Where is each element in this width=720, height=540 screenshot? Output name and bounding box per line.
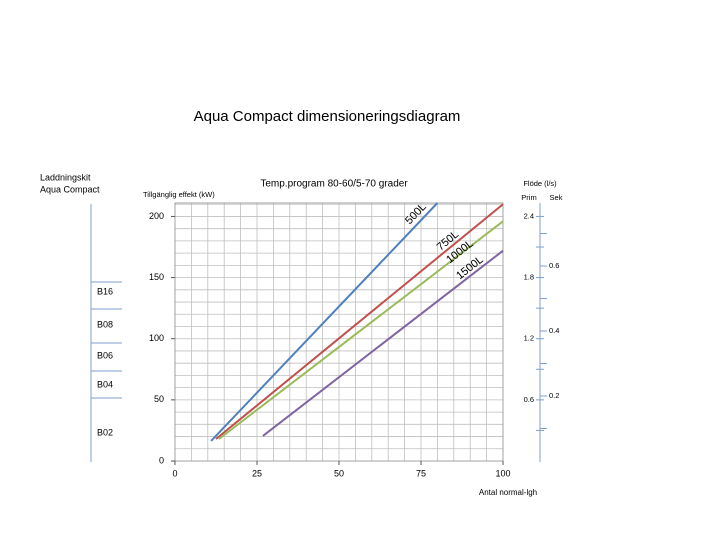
data-line [262,249,504,437]
chart-title: Aqua Compact dimensioneringsdiagram [194,108,461,125]
prim-tick-label: 0.6 [524,395,534,404]
y-tick-label: 100 [149,333,164,343]
sek-tick-label: 0.4 [549,326,559,335]
x-tick-label: 25 [252,468,262,478]
y-tick-label: 150 [149,272,164,282]
y-axis-label: Tillgänglig effekt (kW) [143,190,215,199]
prim-label: Prim [521,193,536,202]
x-tick-label: 75 [416,468,426,478]
data-line [215,203,504,440]
sek-tick-label: 0.6 [549,261,559,270]
y-tick-label: 0 [159,455,164,465]
chart-subtitle: Temp.program 80-60/5-70 grader [260,179,408,190]
data-line [218,220,504,440]
y-tick-label: 50 [154,394,164,404]
x-tick-label: 100 [495,468,510,478]
y-tick-label: 200 [149,211,164,221]
flow-axis-title: Flöde (l/s) [523,179,557,188]
sek-label: Sek [550,193,563,202]
data-line [210,202,439,442]
kit-title: Laddningskit [40,172,91,182]
kit-label: B06 [97,350,113,360]
prim-tick-label: 1.2 [524,334,534,343]
prim-tick-label: 2.4 [524,211,534,220]
x-tick-label: 50 [334,468,344,478]
kit-label: B08 [97,319,113,329]
kit-label: B16 [97,286,113,296]
x-axis-label: Antal normal-lgh [479,488,537,497]
x-tick-label: 0 [172,468,177,478]
sek-tick-label: 0.2 [549,391,559,400]
kit-label: B04 [97,379,113,389]
kit-label: B02 [97,427,113,437]
kit-title: Aqua Compact [40,184,100,194]
prim-tick-label: 1.8 [524,273,534,282]
